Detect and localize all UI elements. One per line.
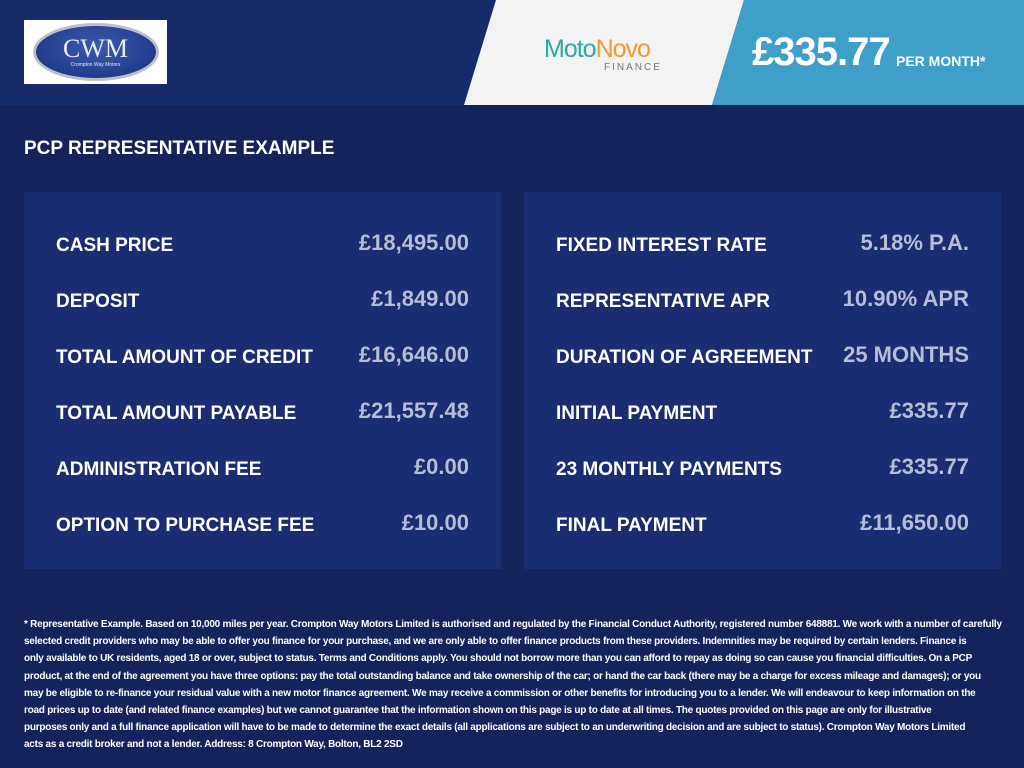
disclaimer-line: * Representative Example. Based on 10,00… [24, 619, 1002, 630]
row-value: 10.90% APR [842, 286, 969, 311]
logo-oval: CWM Crompton Way Motors [32, 23, 159, 81]
disclaimer-line: may be eligible to re-finance your resid… [24, 687, 976, 699]
row-value: 25 MONTHS [843, 342, 969, 367]
row-label: DEPOSIT [56, 291, 140, 312]
row-value: £11,650.00 [860, 510, 969, 535]
row-label: OPTION TO PURCHASE FEE [56, 515, 315, 536]
row-value: £0.00 [413, 454, 469, 479]
left-panel: CASH PRICE £18,495.00 DEPOSIT £1,849.00 TOTA… [24, 192, 501, 569]
monthly-price-box: £335.77 PER MONTH* [712, 0, 1024, 105]
lender-sub: FINANCE [604, 62, 662, 73]
row-label: TOTAL AMOUNT OF CREDIT [56, 347, 313, 368]
disclaimer-line: product, at the end of the agreement you… [24, 670, 981, 682]
finance-row: DEPOSIT £1,849.00 [56, 278, 469, 334]
page-title: PCP REPRESENTATIVE EXAMPLE [24, 138, 335, 159]
finance-row: OPTION TO PURCHASE FEE £10.00 [56, 502, 469, 558]
row-label: TOTAL AMOUNT PAYABLE [56, 403, 297, 424]
per-month-label: PER MONTH* [896, 53, 986, 69]
finance-row: REPRESENTATIVE APR 10.90% APR [556, 278, 969, 334]
finance-row: ADMINISTRATION FEE £0.00 [56, 446, 469, 502]
finance-row: TOTAL AMOUNT PAYABLE £21,557.48 [56, 390, 469, 446]
disclaimer-line: road prices up to date (and related fina… [24, 705, 932, 717]
lender-name-1: Moto [544, 35, 597, 63]
motonovo-logo: MotoNovo FINANCE [464, 0, 744, 105]
header: CWM Crompton Way Motors MotoNovo FINANCE… [0, 0, 1024, 105]
row-value: £335.77 [889, 454, 969, 479]
lender-name-2: Novo [595, 35, 651, 63]
row-label: 23 MONTHLY PAYMENTS [556, 459, 782, 480]
disclaimer-line: acts as a credit broker and not a lender… [24, 739, 403, 751]
finance-row: 23 MONTHLY PAYMENTS £335.77 [556, 446, 969, 502]
right-panel: FIXED INTEREST RATE 5.18% P.A. REPRESENTAT… [524, 192, 1001, 569]
disclaimer-line: only available to UK residents, aged 18 … [24, 653, 973, 665]
row-label: ADMINISTRATION FEE [56, 459, 262, 480]
row-label: FIXED INTEREST RATE [556, 235, 767, 256]
finance-row: INITIAL PAYMENT £335.77 [556, 390, 969, 446]
row-value: £16,646.00 [358, 342, 469, 367]
row-value: £10.00 [401, 510, 469, 535]
finance-row: TOTAL AMOUNT OF CREDIT £16,646.00 [56, 334, 469, 390]
finance-row: FIXED INTEREST RATE 5.18% P.A. [556, 222, 969, 278]
row-label: DURATION OF AGREEMENT [556, 347, 813, 368]
cwm-logo[interactable]: CWM Crompton Way Motors [24, 20, 167, 84]
row-value: £18,495.00 [358, 230, 469, 255]
row-value: £21,557.48 [358, 398, 469, 423]
row-label: INITIAL PAYMENT [556, 403, 718, 424]
disclaimer-line: purposes only and a full finance applica… [24, 722, 966, 734]
logo-text: CWM [63, 34, 128, 63]
row-label: CASH PRICE [56, 235, 174, 256]
row-label: REPRESENTATIVE APR [556, 291, 770, 312]
monthly-price: £335.77 [752, 30, 891, 74]
logo-subtext: Crompton Way Motors [70, 62, 121, 68]
disclaimer: * Representative Example. Based on 10,00… [24, 616, 1002, 754]
disclaimer-line: selected credit providers who may be abl… [24, 636, 967, 648]
finance-row: CASH PRICE £18,495.00 [56, 222, 469, 278]
row-value: £1,849.00 [371, 286, 469, 311]
row-value: £335.77 [889, 398, 969, 423]
row-label: FINAL PAYMENT [556, 515, 707, 536]
finance-row: FINAL PAYMENT £11,650.00 [556, 502, 969, 558]
finance-row: DURATION OF AGREEMENT 25 MONTHS [556, 334, 969, 390]
row-value: 5.18% P.A. [860, 230, 969, 255]
